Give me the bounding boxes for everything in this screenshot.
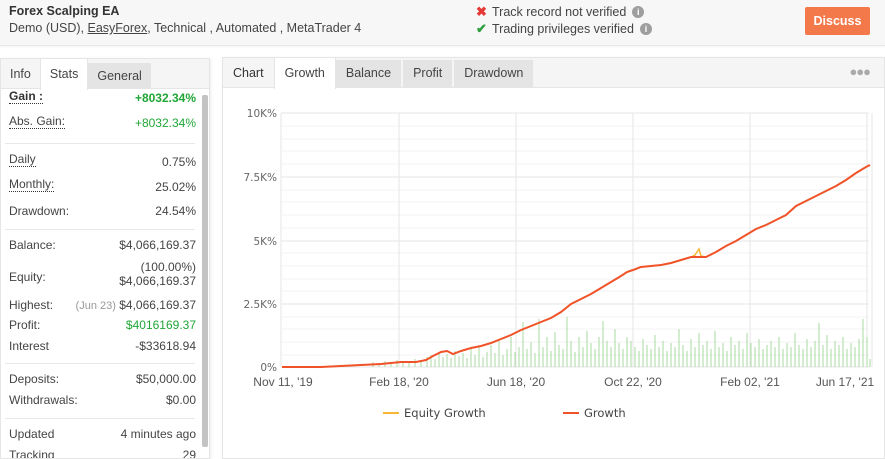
track-record-label: Track record not verified — [492, 5, 627, 19]
stat-row-withdrawals: Withdrawals: $0.00 — [1, 390, 199, 411]
interest-value: -$33618.94 — [135, 339, 196, 353]
tab-stats[interactable]: Stats — [39, 59, 89, 90]
info-icon[interactable]: i — [632, 6, 645, 18]
track-record-status: ✖ Track record not verified i — [476, 4, 645, 20]
x-tick: Oct 22, '20 — [604, 375, 662, 389]
stats-panel: Info Stats General Gain : +8032.34% Abs.… — [0, 58, 210, 459]
info-icon[interactable]: i — [639, 23, 652, 35]
profit-value: $4016169.37 — [125, 318, 196, 332]
divider — [5, 143, 195, 144]
stats-tabs: Info Stats General — [1, 59, 209, 90]
chart-tabs: Chart Growth Balance Profit Drawdown — [223, 58, 884, 89]
abs-gain-value: +8032.34% — [134, 116, 196, 130]
stat-row-balance: Balance: $4,066,169.37 — [1, 235, 199, 259]
divider — [5, 418, 195, 419]
drawdown-label: Drawdown: — [9, 204, 70, 218]
growth-chart: 10K% 7.5K% 5K% 2.5K% 0% Nov 11, '19 Feb … — [243, 108, 875, 420]
drawdown-value: 24.54% — [155, 204, 196, 218]
daily-value: 0.75% — [161, 155, 196, 169]
legend-label: Equity Growth — [404, 406, 486, 420]
gain-value: +8032.34% — [134, 91, 196, 105]
monthly-label[interactable]: Monthly: — [9, 177, 55, 192]
trading-privileges-status: ✔ Trading privileges verified i — [476, 21, 652, 37]
updated-label: Updated — [9, 427, 55, 441]
stat-row-profit: Profit: $4016169.37 — [1, 315, 199, 336]
y-tick: 7.5K% — [243, 172, 277, 184]
deposits-value: $50,000.00 — [135, 372, 196, 386]
growth-line — [282, 164, 871, 368]
minor-gridlines — [281, 125, 869, 356]
discuss-button[interactable]: Discuss — [805, 7, 870, 35]
y-tick: 0% — [260, 362, 277, 374]
x-tick: Feb 18, '20 — [369, 375, 429, 389]
tab-profit[interactable]: Profit — [403, 60, 453, 87]
legend-growth[interactable]: Growth — [563, 406, 626, 420]
legend-label: Growth — [584, 406, 626, 420]
x-icon: ✖ — [476, 4, 487, 19]
check-icon: ✔ — [476, 21, 487, 36]
stat-row-equity: Equity: (100.00%) $4,066,169.37 — [1, 259, 199, 295]
tab-balance[interactable]: Balance — [335, 60, 402, 87]
y-tick: 2.5K% — [243, 299, 277, 311]
equity-value: $4,066,169.37 — [119, 274, 196, 288]
profit-label: Profit: — [9, 318, 41, 332]
divider — [5, 229, 195, 230]
y-tick: 10K% — [247, 108, 277, 120]
stat-row-monthly: Monthly: 25.02% — [1, 173, 199, 197]
tab-drawdown[interactable]: Drawdown — [454, 60, 534, 87]
highest-date: (Jun 23) — [75, 300, 116, 312]
broker-link[interactable]: EasyForex — [87, 21, 148, 35]
stat-row-deposits: Deposits: $50,000.00 — [1, 369, 199, 390]
tracking-value: 29 — [182, 448, 196, 459]
highest-label: Highest: — [9, 298, 54, 312]
stats-scrollbar[interactable] — [202, 95, 208, 447]
legend-equity-growth[interactable]: Equity Growth — [383, 406, 486, 420]
updated-value: 4 minutes ago — [120, 427, 196, 441]
tab-general[interactable]: General — [88, 61, 151, 88]
tab-info[interactable]: Info — [10, 67, 31, 81]
daily-label[interactable]: Daily — [9, 152, 36, 167]
trading-privileges-label: Trading privileges verified — [492, 22, 634, 36]
equity-label: Equity: — [9, 270, 46, 284]
stat-row-drawdown: Drawdown: 24.54% — [1, 197, 199, 221]
system-meta: Demo (USD), EasyForex, Technical , Autom… — [9, 21, 361, 35]
stat-row-daily: Daily 0.75% — [1, 149, 199, 173]
deposits-label: Deposits: — [9, 372, 60, 386]
system-header: Forex Scalping EA Demo (USD), EasyForex,… — [0, 0, 885, 46]
tracking-label: Tracking — [9, 448, 55, 459]
stat-row-tracking: Tracking 29 — [1, 445, 199, 459]
stat-row-abs-gain: Abs. Gain: +8032.34% — [1, 111, 199, 135]
x-tick: Feb 02, '21 — [720, 375, 780, 389]
x-tick: Jun 17, '21 — [816, 375, 875, 389]
x-tick: Nov 11, '19 — [253, 375, 313, 389]
chart-panel: Chart Growth Balance Profit Drawdown ●●●… — [222, 57, 885, 459]
system-tags: , Technical , Automated , MetaTrader 4 — [147, 21, 362, 35]
withdrawals-value: $0.00 — [165, 393, 196, 407]
balance-value: $4,066,169.37 — [119, 238, 196, 252]
withdrawals-label: Withdrawals: — [9, 393, 78, 407]
stat-row-gain: Gain : +8032.34% — [1, 89, 199, 111]
stat-row-highest: Highest: (Jun 23) $4,066,169.37 — [1, 295, 199, 315]
stats-list: Gain : +8032.34% Abs. Gain: +8032.34% Da… — [1, 89, 199, 459]
ellipsis-icon[interactable]: ●●● — [849, 64, 871, 79]
system-name: Forex Scalping EA — [9, 4, 120, 18]
gain-label[interactable]: Gain : — [9, 89, 44, 104]
stat-row-interest: Interest -$33618.94 — [1, 336, 199, 356]
divider — [5, 363, 195, 364]
highest-value: $4,066,169.37 — [119, 298, 196, 312]
monthly-value: 25.02% — [155, 180, 196, 194]
y-tick: 5K% — [253, 236, 277, 248]
highest-value-wrap: (Jun 23) $4,066,169.37 — [76, 298, 196, 312]
balance-label: Balance: — [9, 238, 56, 252]
chart-title-tab: Chart — [233, 66, 264, 80]
tab-growth[interactable]: Growth — [273, 58, 336, 89]
x-tick: Jun 18, '20 — [487, 375, 546, 389]
abs-gain-label[interactable]: Abs. Gain: — [9, 114, 66, 129]
account-type: Demo (USD), — [9, 21, 85, 35]
stat-row-updated: Updated 4 minutes ago — [1, 424, 199, 445]
interest-label: Interest — [9, 339, 50, 353]
equity-percent: (100.00%) — [140, 260, 196, 274]
